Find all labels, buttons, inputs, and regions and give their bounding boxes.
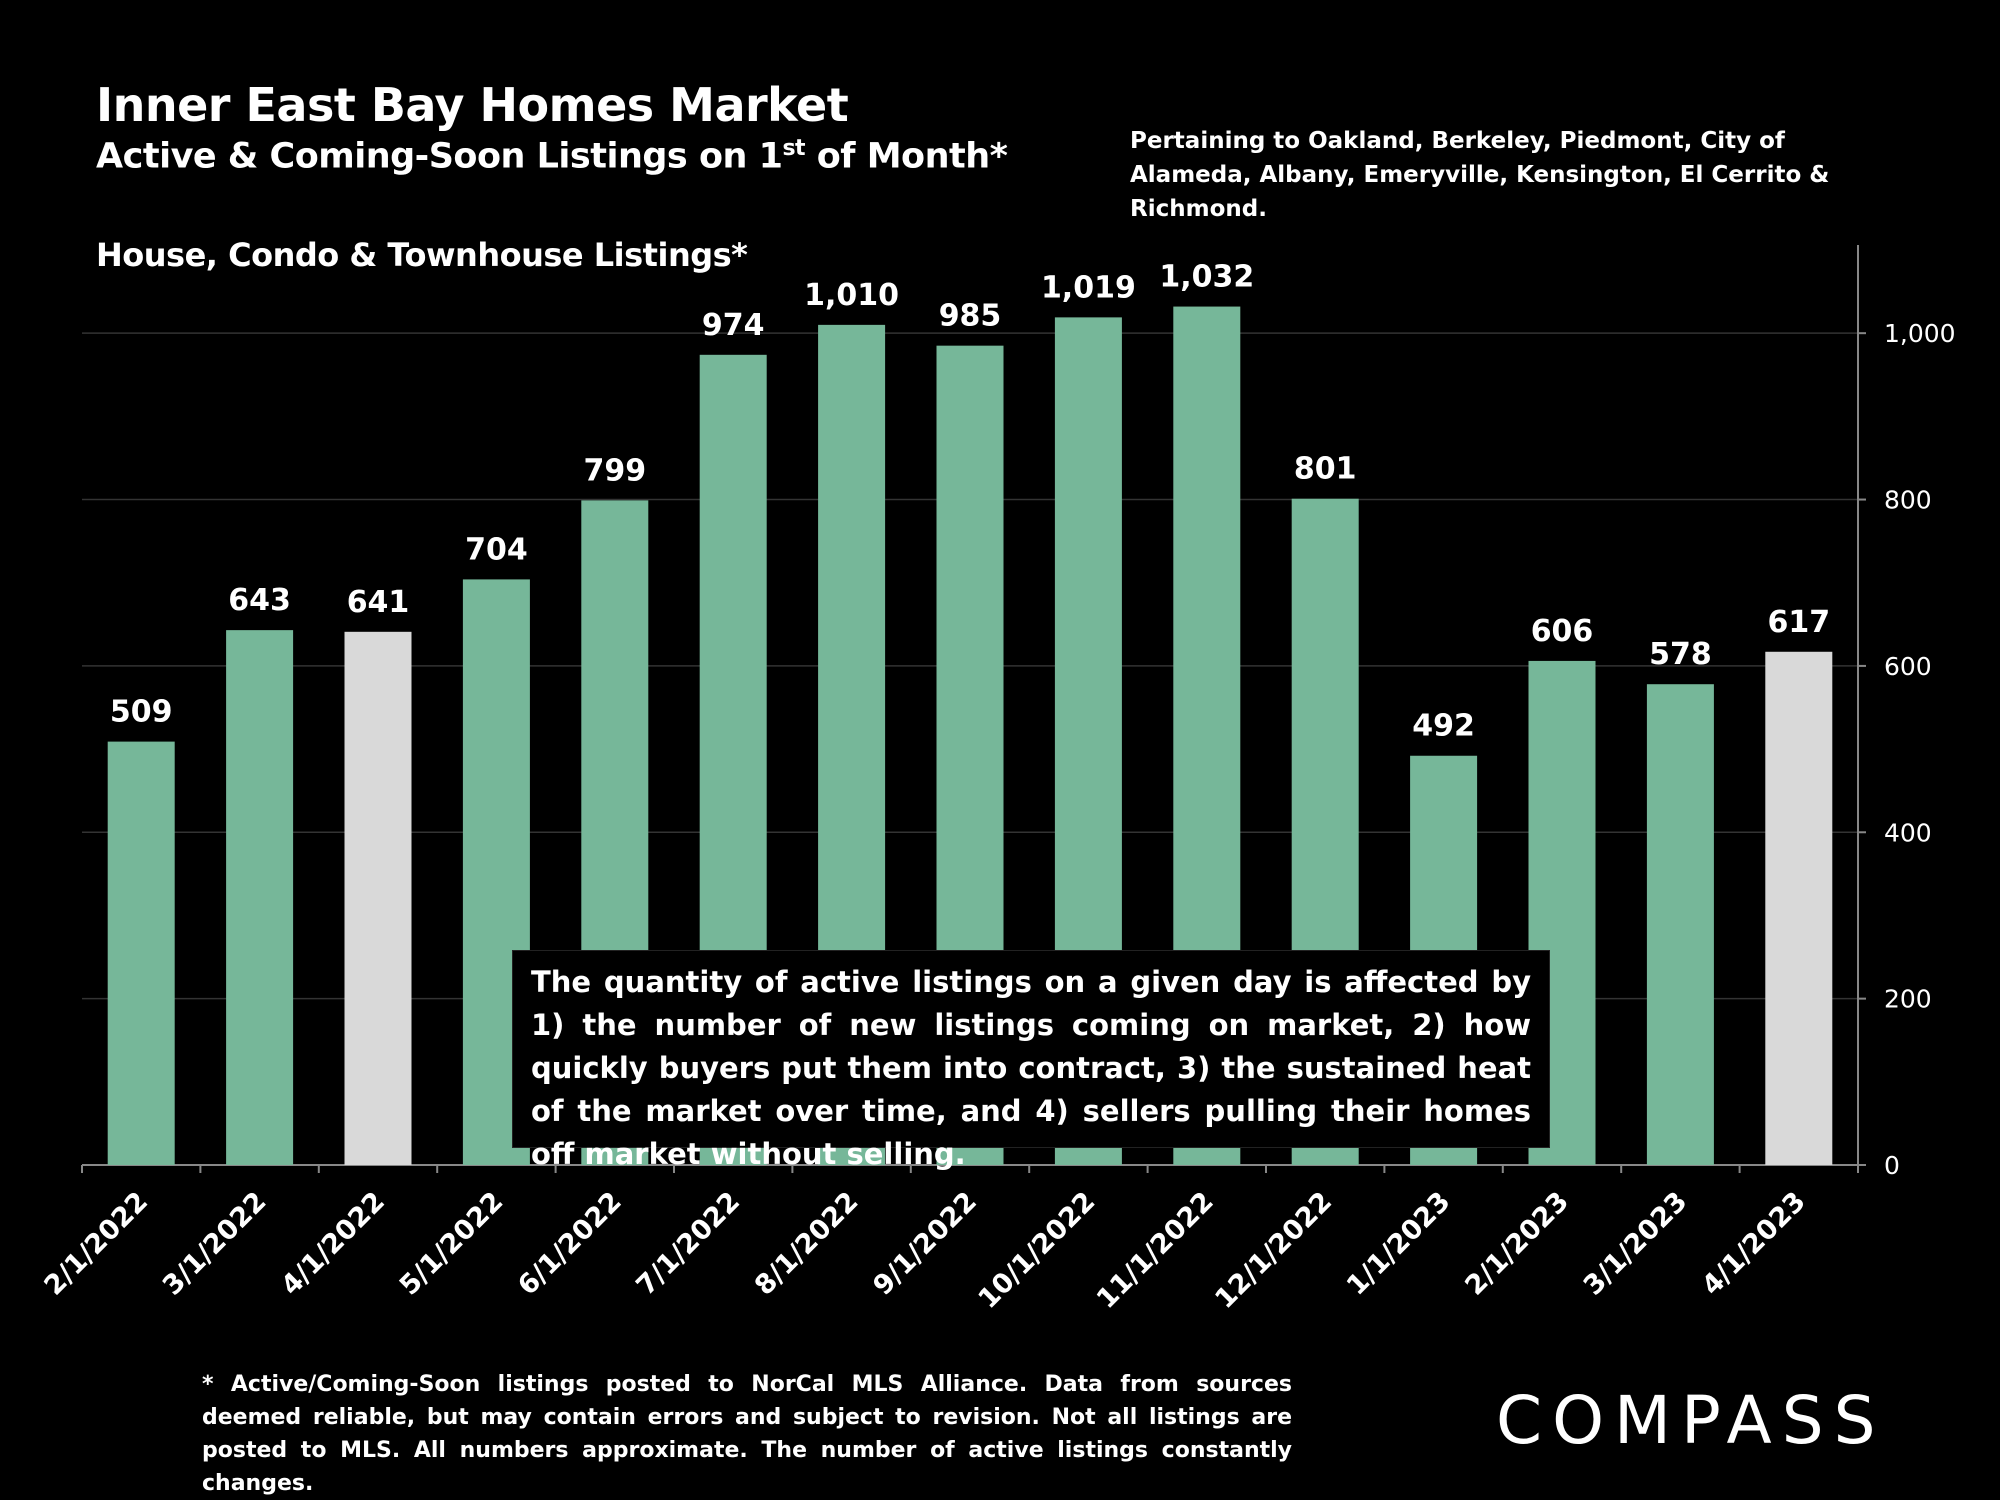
y-tick-label: 200 — [1884, 985, 1932, 1014]
y-tick-label: 400 — [1884, 818, 1932, 847]
subtitle-main: Active & Coming-Soon Listings on 1 — [96, 136, 783, 177]
y-tick-label: 1,000 — [1884, 319, 1956, 348]
chart-title: Inner East Bay Homes Market — [96, 78, 849, 132]
data-label: 1,032 — [1159, 260, 1254, 295]
explanation-callout: The quantity of active listings on a giv… — [512, 950, 1550, 1171]
x-tick-label: 10/1/2022 — [972, 1186, 1101, 1315]
bar — [344, 631, 412, 1165]
data-label: 801 — [1294, 452, 1357, 487]
x-tick-label: 6/1/2022 — [512, 1186, 628, 1302]
x-tick-label: 9/1/2022 — [867, 1186, 983, 1302]
x-tick-label: 4/1/2023 — [1696, 1186, 1812, 1302]
data-label: 492 — [1412, 709, 1475, 744]
x-tick-label: 1/1/2023 — [1341, 1186, 1457, 1302]
x-tick-label: 11/1/2022 — [1091, 1186, 1220, 1315]
x-tick-label: 7/1/2022 — [631, 1186, 747, 1302]
data-label: 704 — [465, 532, 528, 567]
subtitle-end: of Month* — [805, 136, 1008, 177]
x-tick-label: 12/1/2022 — [1209, 1186, 1338, 1315]
series-label: House, Condo & Townhouse Listings* — [96, 236, 748, 274]
bar — [1646, 684, 1714, 1165]
x-tick-label: 5/1/2022 — [394, 1186, 510, 1302]
data-label: 641 — [347, 585, 410, 620]
chart-subtitle: Active & Coming-Soon Listings on 1st of … — [96, 136, 1008, 177]
footnote: * Active/Coming-Soon listings posted to … — [202, 1372, 1292, 1496]
data-label: 606 — [1531, 614, 1594, 649]
data-label: 578 — [1649, 637, 1712, 672]
data-label: 985 — [939, 299, 1002, 334]
data-label: 1,019 — [1041, 270, 1136, 305]
x-tick-label: 2/1/2022 — [39, 1186, 155, 1302]
bar — [107, 741, 175, 1165]
data-label: 617 — [1767, 605, 1830, 640]
bar — [1765, 651, 1833, 1165]
data-label: 799 — [583, 453, 646, 488]
x-tick-label: 3/1/2022 — [157, 1186, 273, 1302]
bar — [226, 630, 294, 1165]
data-label: 974 — [702, 308, 765, 343]
x-tick-label: 3/1/2023 — [1578, 1186, 1694, 1302]
y-tick-label: 0 — [1884, 1151, 1900, 1180]
region-note: Pertaining to Oakland, Berkeley, Piedmon… — [1130, 128, 1830, 222]
x-tick-label: 4/1/2022 — [275, 1186, 391, 1302]
y-tick-label: 600 — [1884, 652, 1932, 681]
x-tick-label: 2/1/2023 — [1459, 1186, 1575, 1302]
compass-logo: COMPASS — [1496, 1382, 1886, 1459]
data-label: 643 — [228, 583, 291, 618]
x-tick-label: 8/1/2022 — [749, 1186, 865, 1302]
subtitle-superscript: st — [782, 136, 806, 161]
data-label: 1,010 — [804, 278, 899, 313]
data-label: 509 — [110, 695, 173, 730]
y-tick-label: 800 — [1884, 486, 1932, 515]
